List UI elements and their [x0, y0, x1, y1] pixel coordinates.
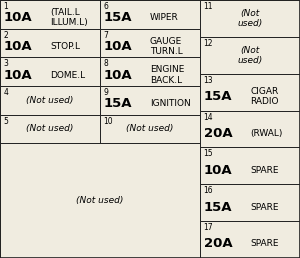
- Text: (Not used): (Not used): [26, 96, 74, 105]
- Text: 13: 13: [204, 76, 213, 85]
- Bar: [0, 29, 100, 57]
- Text: SPARE: SPARE: [250, 239, 279, 248]
- Bar: [100, 115, 200, 143]
- Bar: [200, 0, 300, 37]
- Text: 15A: 15A: [204, 201, 233, 214]
- Text: STOP.L: STOP.L: [50, 42, 80, 51]
- Text: 5: 5: [4, 117, 8, 126]
- Text: 4: 4: [4, 88, 8, 97]
- Text: 20A: 20A: [204, 238, 233, 251]
- Bar: [0, 86, 100, 115]
- Text: 9: 9: [103, 88, 108, 97]
- Text: 8: 8: [103, 59, 108, 68]
- Text: 14: 14: [204, 113, 213, 122]
- Text: (Not used): (Not used): [26, 125, 74, 133]
- Text: (Not
used): (Not used): [237, 9, 263, 28]
- Bar: [0, 0, 100, 29]
- Text: 11: 11: [204, 2, 213, 11]
- Bar: [100, 29, 200, 57]
- Text: ENGINE
BACK.L: ENGINE BACK.L: [150, 66, 184, 85]
- Text: DOME.L: DOME.L: [50, 71, 85, 80]
- Text: 2: 2: [4, 31, 8, 40]
- Text: 15A: 15A: [204, 90, 233, 103]
- Text: (TAIL.L
ILLUM.L): (TAIL.L ILLUM.L): [50, 8, 88, 27]
- Text: WIPER: WIPER: [150, 13, 179, 22]
- Text: 10A: 10A: [204, 164, 233, 177]
- Bar: [0, 115, 100, 143]
- Text: 20A: 20A: [204, 127, 233, 140]
- Text: (RWAL): (RWAL): [250, 129, 282, 138]
- Text: CIGAR
RADIO: CIGAR RADIO: [250, 87, 279, 106]
- Text: 10: 10: [103, 117, 113, 126]
- Bar: [100, 0, 200, 29]
- Text: 17: 17: [204, 223, 213, 232]
- Bar: [200, 147, 300, 184]
- Bar: [200, 74, 300, 111]
- Bar: [200, 184, 300, 221]
- Text: IGNITION: IGNITION: [150, 99, 191, 108]
- Text: 12: 12: [204, 39, 213, 48]
- Text: 10A: 10A: [4, 11, 32, 24]
- Text: SPARE: SPARE: [250, 166, 279, 175]
- Bar: [0, 57, 100, 86]
- Bar: [200, 37, 300, 74]
- Bar: [0, 143, 200, 258]
- Text: (Not used): (Not used): [126, 125, 174, 133]
- Text: (Not
used): (Not used): [237, 46, 263, 65]
- Text: 3: 3: [4, 59, 8, 68]
- Text: 16: 16: [204, 186, 213, 195]
- Text: GAUGE
TURN.L: GAUGE TURN.L: [150, 37, 183, 56]
- Bar: [100, 86, 200, 115]
- Text: 7: 7: [103, 31, 108, 40]
- Text: 15A: 15A: [104, 11, 132, 24]
- Text: 15: 15: [204, 149, 213, 158]
- Bar: [200, 221, 300, 258]
- Text: 10A: 10A: [4, 40, 32, 53]
- Text: 6: 6: [103, 2, 108, 11]
- Bar: [200, 111, 300, 147]
- Bar: [100, 57, 200, 86]
- Text: 15A: 15A: [104, 97, 132, 110]
- Text: 10A: 10A: [104, 69, 132, 82]
- Text: 10A: 10A: [4, 69, 32, 82]
- Text: SPARE: SPARE: [250, 203, 279, 212]
- Text: (Not used): (Not used): [76, 196, 124, 205]
- Text: 1: 1: [4, 2, 8, 11]
- Text: 10A: 10A: [104, 40, 132, 53]
